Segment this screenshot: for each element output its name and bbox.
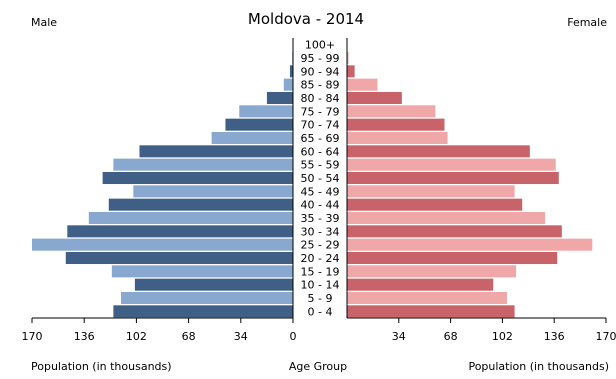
age-group-label: 20 - 24	[301, 252, 340, 265]
age-group-label: 60 - 64	[301, 145, 340, 158]
bar-male-80-84	[267, 92, 293, 104]
bar-male-20-24	[66, 252, 293, 264]
x-tick-label: 34	[392, 330, 406, 343]
bar-female-5-9	[347, 292, 507, 304]
bar-male-5-9	[121, 292, 293, 304]
bar-male-65-69	[212, 132, 293, 144]
bar-female-90-94	[347, 65, 355, 77]
bar-male-55-59	[113, 159, 293, 171]
age-group-label: 90 - 94	[301, 65, 340, 78]
x-axis-label-right: Population (in thousands)	[468, 360, 609, 373]
bar-female-40-44	[347, 199, 522, 211]
x-tick-label: 102	[492, 330, 513, 343]
x-axis-label-left: Population (in thousands)	[31, 360, 172, 373]
x-tick-label: 68	[444, 330, 458, 343]
bar-female-45-49	[347, 185, 515, 197]
bar-male-30-34	[67, 225, 293, 237]
bar-female-60-64	[347, 145, 530, 157]
bar-male-50-54	[103, 172, 293, 184]
bar-male-60-64	[139, 145, 293, 157]
age-group-label: 10 - 14	[301, 279, 340, 292]
bar-female-0-4	[347, 305, 515, 317]
x-tick-label: 136	[74, 330, 95, 343]
age-group-label: 100+	[305, 39, 335, 52]
bar-male-85-89	[284, 79, 293, 91]
bar-female-50-54	[347, 172, 559, 184]
age-group-label: 75 - 79	[301, 105, 340, 118]
x-tick-label: 136	[544, 330, 565, 343]
x-tick-label: 102	[126, 330, 147, 343]
bar-male-70-74	[225, 119, 293, 131]
bar-female-55-59	[347, 159, 556, 171]
age-group-label: 25 - 29	[301, 239, 340, 252]
age-group-label: 85 - 89	[301, 79, 340, 92]
bar-female-70-74	[347, 119, 445, 131]
x-tick-label: 0	[290, 330, 297, 343]
bar-female-85-89	[347, 79, 377, 91]
bar-female-20-24	[347, 252, 557, 264]
bar-female-15-19	[347, 265, 516, 277]
bar-female-80-84	[347, 92, 402, 104]
bar-female-35-39	[347, 212, 545, 224]
age-group-label: 15 - 19	[301, 265, 340, 278]
bar-female-30-34	[347, 225, 562, 237]
age-group-label: 35 - 39	[301, 212, 340, 225]
bar-male-10-14	[135, 279, 293, 291]
age-group-label: 30 - 34	[301, 225, 340, 238]
x-tick-label: 34	[234, 330, 248, 343]
bar-female-65-69	[347, 132, 448, 144]
age-group-label: 5 - 9	[308, 292, 333, 305]
chart-title: Moldova - 2014	[248, 10, 364, 28]
x-tick-label: 170	[22, 330, 43, 343]
age-group-label: 80 - 84	[301, 92, 340, 105]
bar-male-35-39	[89, 212, 293, 224]
bar-female-75-79	[347, 105, 435, 117]
bar-male-45-49	[133, 185, 293, 197]
female-label: Female	[567, 16, 607, 29]
male-label: Male	[31, 16, 57, 29]
age-group-label: 95 - 99	[301, 52, 340, 65]
x-axis-ticks: 170 136 102 68 34 0 34 68 102 136 170	[22, 318, 616, 343]
age-group-label: 0 - 4	[308, 305, 333, 318]
bar-male-15-19	[112, 265, 293, 277]
age-group-label: 40 - 44	[301, 199, 340, 212]
age-group-label: 45 - 49	[301, 185, 340, 198]
bar-male-40-44	[109, 199, 293, 211]
bar-male-0-4	[113, 305, 293, 317]
age-group-label: 50 - 54	[301, 172, 340, 185]
age-group-label: 70 - 74	[301, 119, 340, 132]
x-tick-label: 170	[596, 330, 616, 343]
age-group-label: 65 - 69	[301, 132, 340, 145]
bar-male-25-29	[32, 239, 293, 251]
bar-female-25-29	[347, 239, 592, 251]
age-group-label: 55 - 59	[301, 159, 340, 172]
bar-female-10-14	[347, 279, 493, 291]
x-axis-label-center: Age Group	[289, 360, 347, 373]
x-tick-label: 68	[182, 330, 196, 343]
bar-male-75-79	[239, 105, 293, 117]
